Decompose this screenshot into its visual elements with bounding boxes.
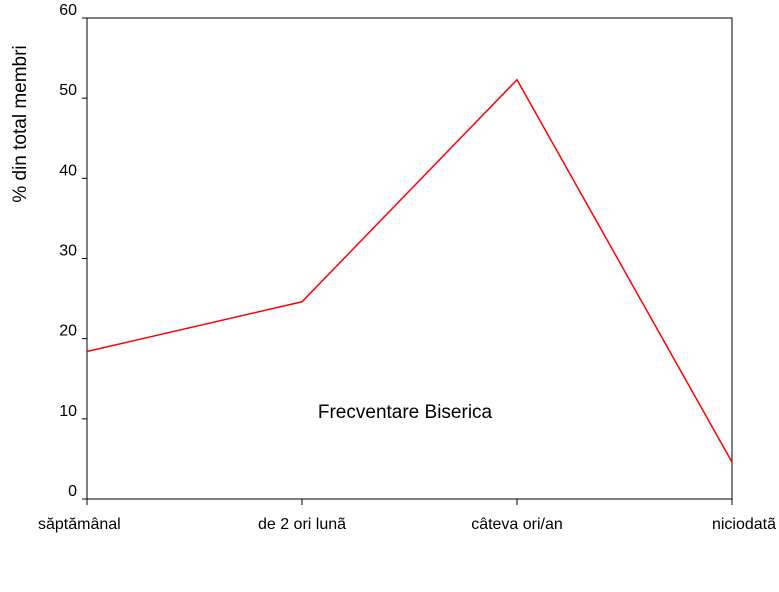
y-tick-label: 0 — [68, 483, 77, 500]
x-tick-label: de 2 ori lunã — [258, 516, 346, 533]
x-axis: săptămânal de 2 ori lunã câteva ori/an nici… — [38, 499, 776, 533]
y-tick-label: 20 — [59, 323, 77, 340]
x-axis-label: Frecventare Biserica — [318, 402, 493, 423]
y-tick-label: 40 — [59, 162, 77, 179]
y-axis: 0 10 20 30 40 50 60 — [59, 2, 87, 500]
x-tick-label: câteva ori/an — [471, 516, 563, 533]
series-line — [86, 78, 733, 463]
plot-frame — [86, 17, 733, 500]
x-tick-label: săptămânal — [38, 516, 121, 533]
y-tick-label: 60 — [59, 2, 77, 19]
y-tick-label: 50 — [59, 82, 77, 99]
y-tick-label: 10 — [59, 403, 77, 420]
y-tick-label: 30 — [59, 243, 77, 260]
y-axis-label: % din total membri — [10, 45, 31, 202]
x-tick-label: niciodatã — [712, 516, 776, 533]
